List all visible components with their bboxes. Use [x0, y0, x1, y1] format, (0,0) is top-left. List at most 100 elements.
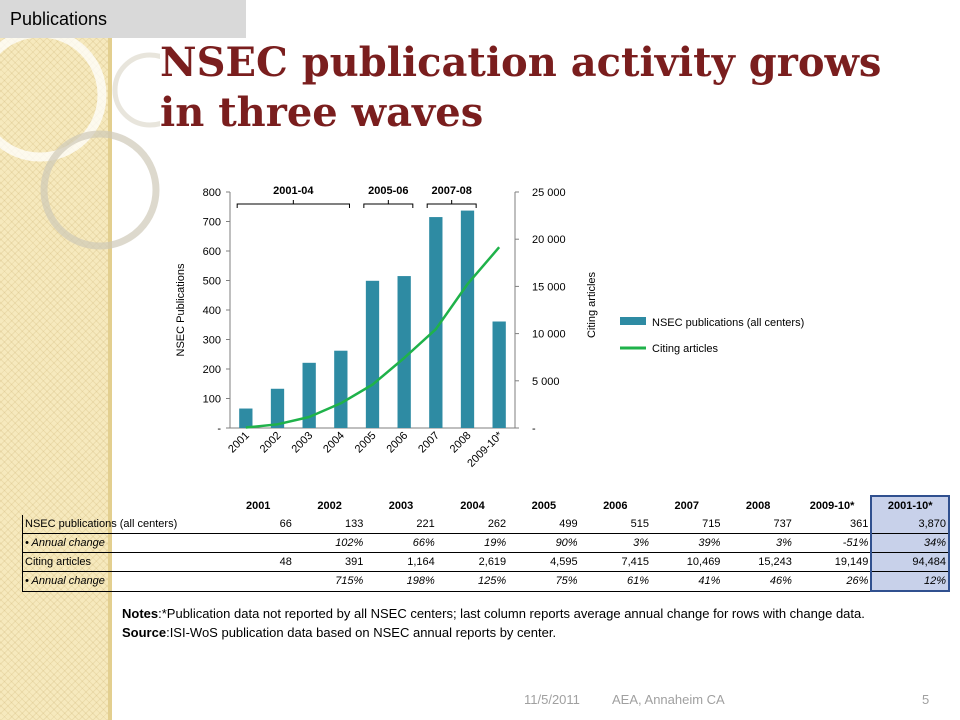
- table-cell: [222, 571, 294, 592]
- x-tick-label: 2003: [289, 430, 315, 456]
- x-tick-label: 2001: [226, 430, 252, 456]
- table-row-label: • Annual change: [22, 533, 223, 553]
- table-cell: 361: [793, 515, 872, 534]
- table-row-label: Citing articles: [22, 552, 223, 572]
- table-cell: 3%: [579, 533, 652, 553]
- table-cell: 61%: [579, 571, 652, 592]
- x-tick-label: 2006: [384, 430, 410, 456]
- table-cell: 499: [508, 515, 580, 534]
- table-header-cell-total: 2001-10*: [870, 495, 950, 515]
- y-tick-label-left: 600: [203, 246, 221, 258]
- x-tick-label: 2002: [258, 430, 284, 456]
- y-tick-label-right: -: [532, 423, 536, 435]
- table-header-cell: 2003: [388, 499, 414, 512]
- footer-page-number: 5: [922, 692, 930, 707]
- table-cell: 66: [222, 515, 294, 534]
- y-tick-label-right: 10 000: [532, 329, 566, 341]
- table-cell: 41%: [651, 571, 723, 592]
- table-cell: 262: [436, 515, 509, 534]
- x-tick-label: 2004: [321, 430, 347, 456]
- y-tick-label-left: -: [217, 423, 221, 435]
- table-row: • Annual change 715% 198% 125% 75% 61% 4…: [22, 571, 950, 592]
- table-cell: 737: [722, 515, 794, 534]
- table-cell: 125%: [436, 571, 509, 592]
- table-header-row: 2001 2002 2003 2004 2005 2006 2007 2008 …: [23, 495, 950, 515]
- bar: [492, 321, 506, 428]
- notes-line: Notes:*Publication data not reported by …: [122, 604, 940, 623]
- notes-label: Notes: [122, 606, 159, 621]
- table-cell: 46%: [722, 571, 794, 592]
- table-header-cell: [23, 496, 223, 515]
- y-tick-label-left: 300: [203, 335, 221, 347]
- table-cell-total: 94,484: [870, 552, 950, 572]
- period-bracket: [236, 200, 350, 208]
- table-row-label: • Annual change: [22, 571, 223, 592]
- table-header-cell: 2001: [245, 499, 271, 512]
- bar: [429, 217, 443, 428]
- x-tick-label: 2008: [448, 430, 474, 456]
- table-header-cell: 2004: [460, 499, 485, 512]
- table-cell: 221: [365, 515, 437, 534]
- y-tick-label-left: 200: [203, 364, 221, 376]
- table-cell: 19%: [436, 533, 509, 553]
- source-line: Source:ISI-WoS publication data based on…: [122, 623, 940, 642]
- table-cell: 39%: [651, 533, 723, 553]
- table-cell: 19,149: [793, 552, 872, 572]
- table-cell: 391: [293, 552, 366, 572]
- footer-venue: AEA, Annaheim CA: [612, 692, 725, 707]
- notes-text: :*Publication data not reported by all N…: [158, 606, 865, 621]
- y-axis-title-left: NSEC Publications: [175, 263, 187, 356]
- table-cell: 7,415: [579, 552, 652, 572]
- x-tick-label: 2005: [353, 430, 379, 456]
- table-row: NSEC publications (all centers) 66 133 2…: [22, 515, 950, 534]
- y-tick-label-right: 15 000: [532, 281, 566, 293]
- notes-block: Notes:*Publication data not reported by …: [122, 604, 940, 642]
- y-tick-label-right: 5 000: [532, 376, 560, 388]
- table-cell: 2,619: [436, 552, 509, 572]
- table-cell: 48: [222, 552, 294, 572]
- table-cell: -51%: [793, 533, 872, 553]
- slide-title: NSEC publication activity grows in three…: [160, 39, 882, 136]
- table-cell: 10,469: [651, 552, 723, 572]
- bar: [365, 280, 380, 428]
- bar: [270, 388, 285, 428]
- table-cell: 715: [651, 515, 723, 534]
- table-row-label: NSEC publications (all centers): [22, 515, 223, 534]
- x-tick-label: 2007: [416, 430, 442, 456]
- bar: [334, 350, 348, 428]
- table-row: Citing articles 48 391 1,164 2,619 4,595…: [22, 552, 950, 572]
- source-label: Source: [122, 625, 167, 640]
- table-cell: 102%: [293, 533, 366, 553]
- section-tab: Publications: [0, 0, 246, 38]
- footer: 11/5/2011 AEA, Annaheim CA 5: [0, 692, 960, 712]
- legend-label-bar: NSEC publications (all centers): [652, 317, 804, 329]
- legend-swatch-bar: [620, 317, 646, 325]
- y-tick-label-left: 500: [203, 276, 221, 288]
- table-cell-total: 12%: [870, 571, 950, 592]
- legend-label-line: Citing articles: [652, 343, 719, 355]
- table-cell: 4,595: [508, 552, 580, 572]
- y-tick-label-left: 700: [203, 217, 221, 229]
- y-tick-label-left: 100: [203, 394, 221, 406]
- table-cell: 26%: [793, 571, 872, 592]
- period-bracket: [426, 200, 477, 208]
- x-tick-label: 2009-10*: [465, 429, 506, 470]
- table-header-cell: 2009-10*: [809, 499, 855, 512]
- bar: [239, 408, 253, 428]
- table-cell: 15,243: [722, 552, 794, 572]
- footer-date: 11/5/2011: [524, 692, 580, 707]
- table-cell: 133: [293, 515, 366, 534]
- table-header-cell: 2008: [745, 499, 771, 512]
- table-cell: 3%: [722, 533, 794, 553]
- bar: [397, 276, 411, 428]
- table-header-cell: 2002: [317, 499, 342, 512]
- source-text: :ISI-WoS publication data based on NSEC …: [166, 625, 557, 640]
- period-bracket: [363, 200, 414, 208]
- table-cell: 66%: [365, 533, 437, 553]
- y-tick-label-right: 25 000: [532, 187, 566, 199]
- table-cell: 198%: [365, 571, 437, 592]
- bar: [460, 210, 475, 428]
- table-cell-total: 3,870: [870, 515, 950, 534]
- table-header-cell: 2007: [674, 499, 699, 512]
- data-table: 2001 2002 2003 2004 2005 2006 2007 2008 …: [22, 495, 950, 592]
